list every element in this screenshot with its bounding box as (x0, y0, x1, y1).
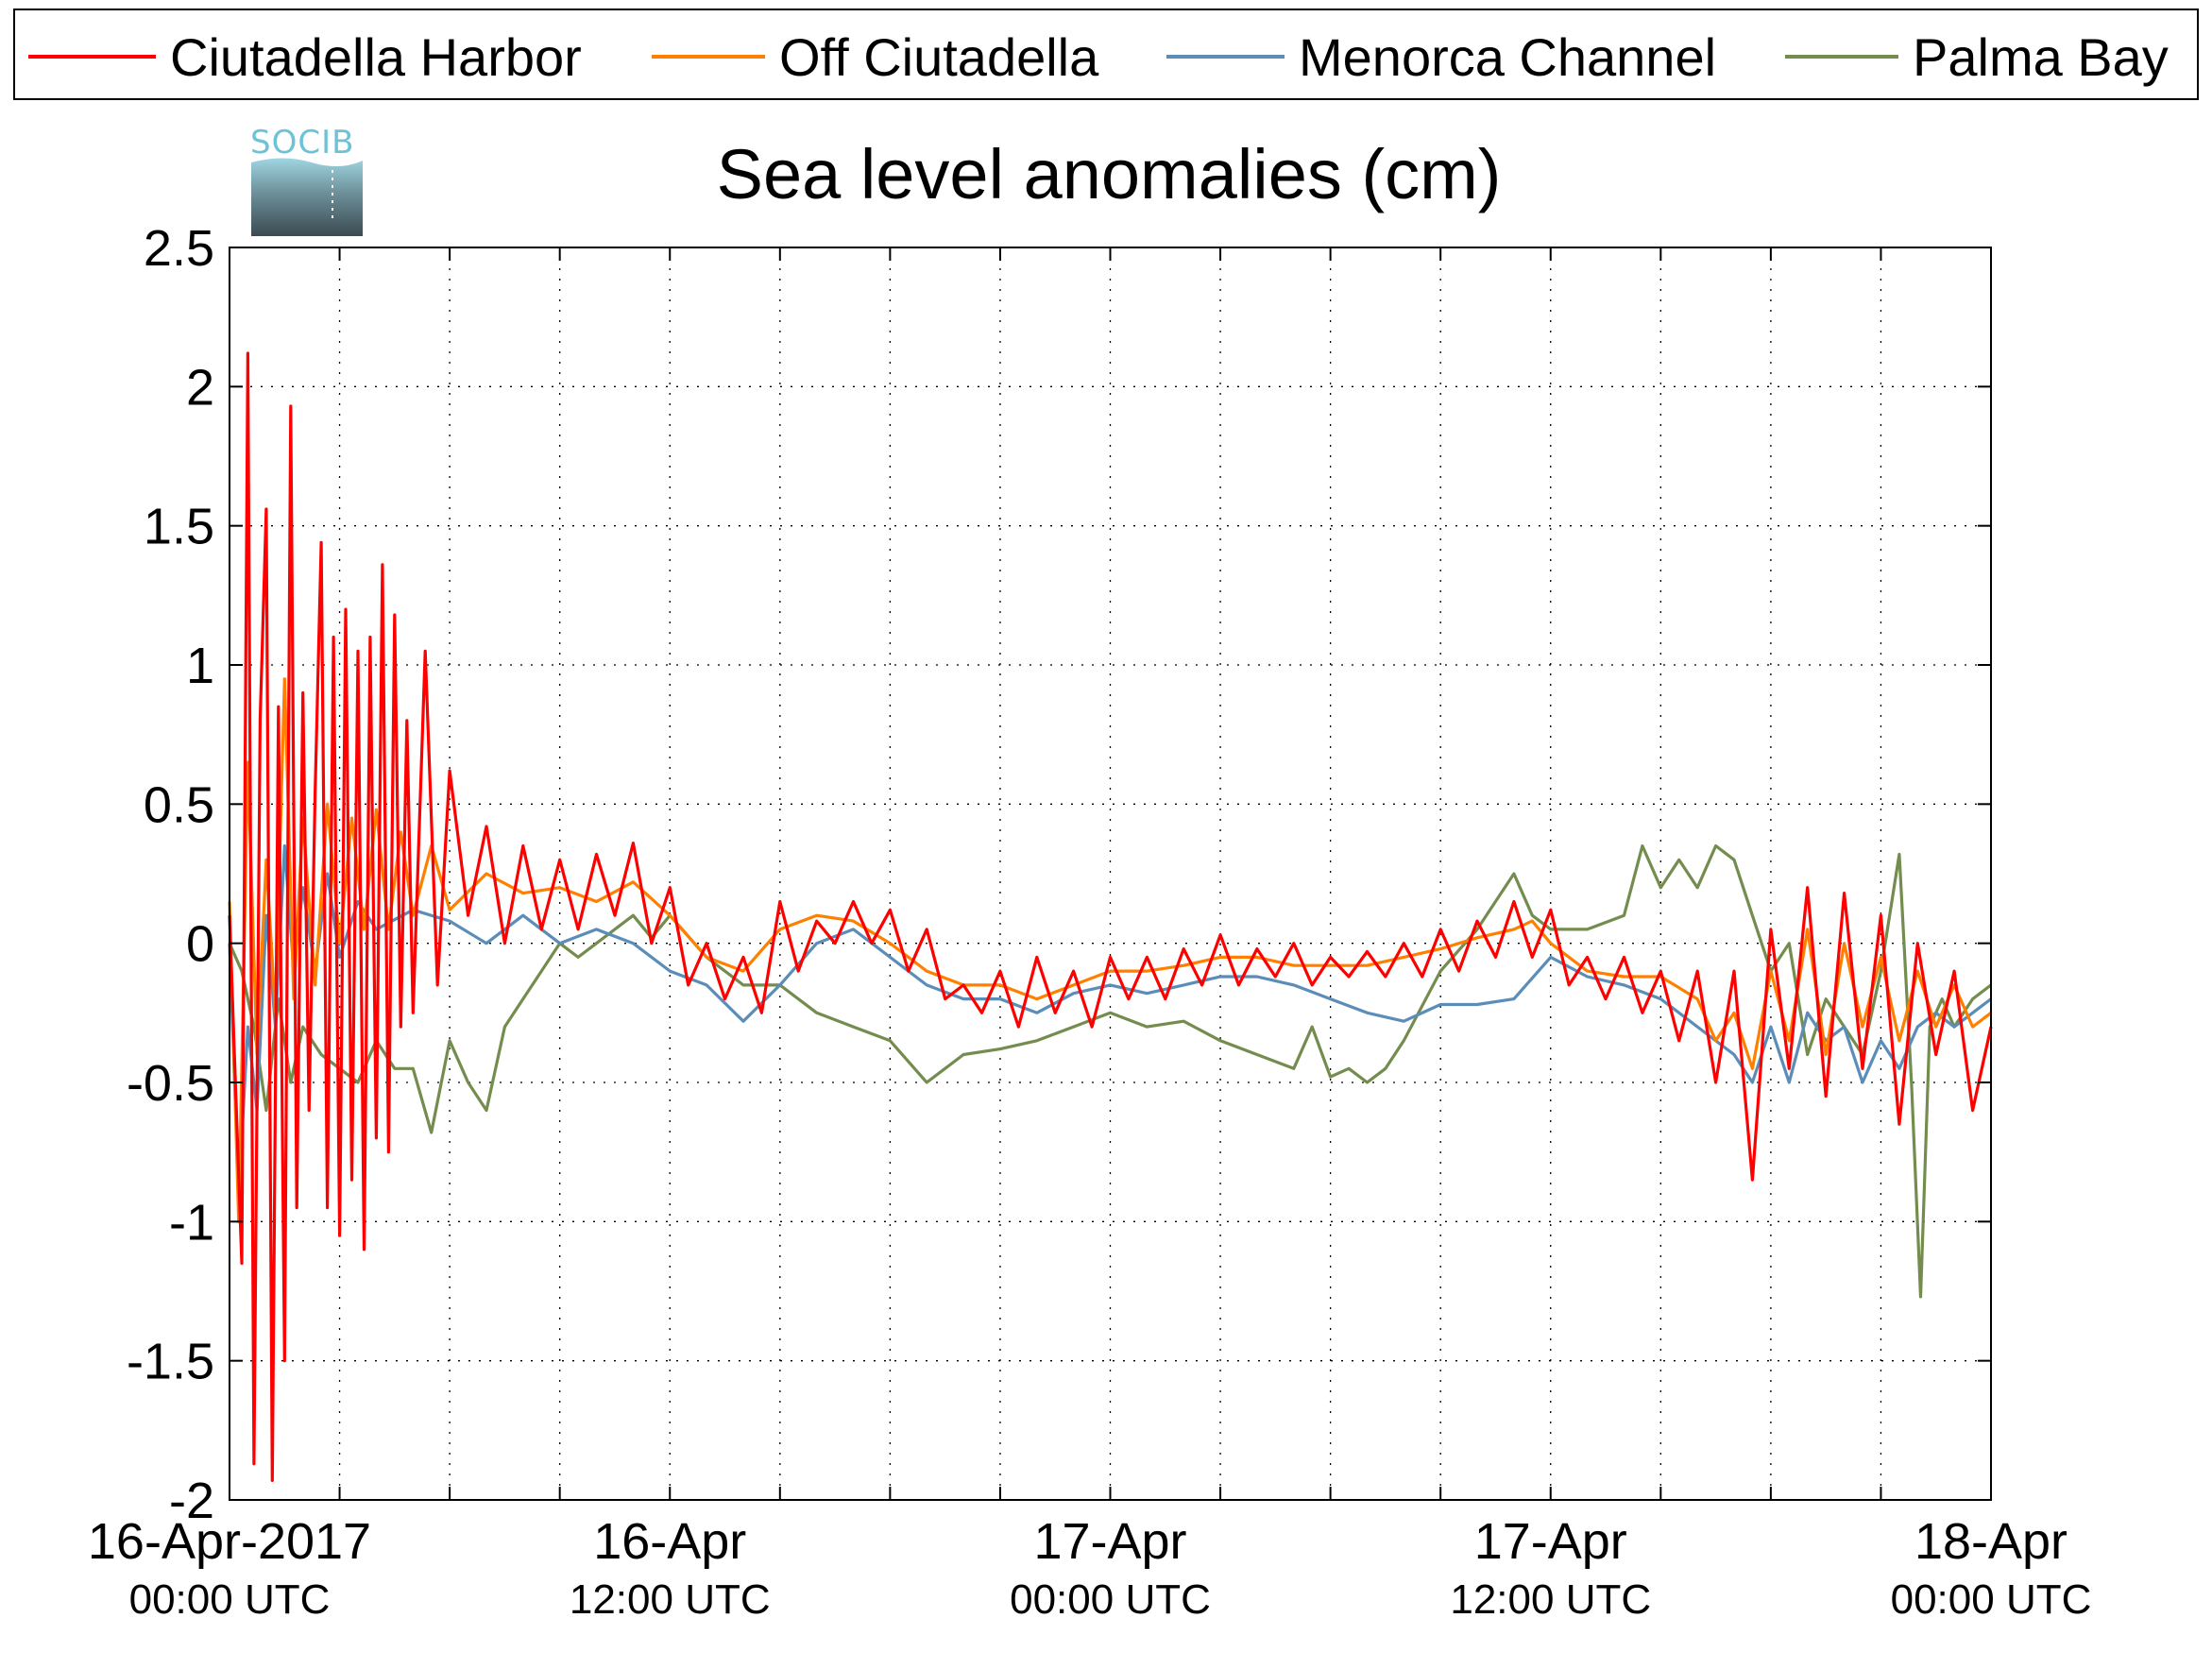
legend-label-palma-bay: Palma Bay (1913, 27, 2169, 87)
plot-area (228, 247, 1993, 1501)
x-tick-date: 18-Apr (1914, 1513, 2067, 1570)
y-tick-label: 2 (186, 359, 214, 416)
y-axis: 2.5 2 1.5 1 0.5 0 -0.5 -1 -1.5 -2 (127, 220, 214, 1529)
chart-title: Sea level anomalies (cm) (717, 135, 1502, 213)
legend-label-menorca-channel: Menorca Channel (1299, 27, 1716, 87)
y-tick-label: -1.5 (127, 1334, 214, 1390)
x-tick-time: 12:00 UTC (1450, 1576, 1651, 1623)
x-tick-date: 16-Apr-2017 (88, 1513, 371, 1570)
x-tick-time: 00:00 UTC (1010, 1576, 1211, 1623)
axis-ticks (229, 247, 1992, 1501)
x-tick-time: 00:00 UTC (1891, 1576, 2092, 1623)
x-tick-date: 16-Apr (593, 1513, 746, 1570)
x-tick-time: 12:00 UTC (570, 1576, 771, 1623)
series-lines (228, 351, 1993, 1483)
series-line-palma-bay (228, 843, 1992, 1299)
y-tick-label: -0.5 (127, 1055, 214, 1112)
logo-text: SOCIB (250, 124, 354, 162)
x-tick-date: 17-Apr (1033, 1513, 1186, 1570)
y-tick-label: 0 (186, 916, 214, 973)
grid (230, 247, 1991, 1500)
x-tick-time: 00:00 UTC (129, 1576, 331, 1623)
legend-label-off-ciutadella: Off Ciutadella (779, 27, 1099, 87)
legend-label-ciutadella-harbor: Ciutadella Harbor (170, 27, 582, 87)
y-tick-label: 1.5 (144, 499, 214, 555)
y-tick-label: -1 (169, 1194, 214, 1251)
y-tick-label: 1 (186, 638, 214, 694)
socib-logo: SOCIB (250, 124, 363, 236)
x-tick-date: 17-Apr (1474, 1513, 1627, 1570)
legend: Ciutadella Harbor Off Ciutadella Menorca… (13, 9, 2199, 100)
y-tick-label: 2.5 (144, 220, 214, 277)
series-line-ciutadella-harbor (228, 351, 1993, 1483)
logo-wave (251, 158, 363, 236)
legend-box (13, 9, 2199, 100)
y-tick-label: 0.5 (144, 776, 214, 833)
x-axis: 16-Apr-2017 00:00 UTC 16-Apr 12:00 UTC 1… (88, 1513, 2091, 1623)
y-tick-label: -2 (169, 1473, 214, 1529)
